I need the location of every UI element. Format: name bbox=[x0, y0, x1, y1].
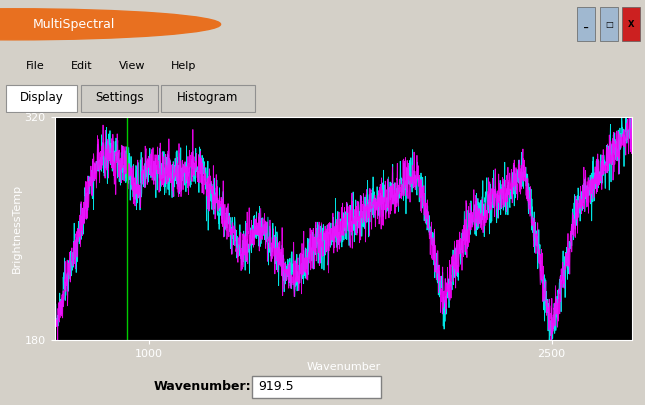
Text: File: File bbox=[26, 61, 45, 71]
FancyBboxPatch shape bbox=[161, 85, 255, 113]
Circle shape bbox=[0, 9, 221, 40]
FancyBboxPatch shape bbox=[600, 7, 618, 41]
Text: Help: Help bbox=[171, 61, 196, 71]
Text: Edit: Edit bbox=[71, 61, 93, 71]
Text: View: View bbox=[119, 61, 146, 71]
Text: X: X bbox=[628, 20, 635, 29]
FancyBboxPatch shape bbox=[81, 85, 158, 113]
Text: Wavenumber:: Wavenumber: bbox=[154, 379, 252, 392]
Y-axis label: BrightnessTemp: BrightnessTemp bbox=[12, 184, 22, 273]
Text: _: _ bbox=[584, 20, 588, 29]
Text: Histogram: Histogram bbox=[177, 91, 239, 104]
FancyBboxPatch shape bbox=[577, 7, 595, 41]
FancyBboxPatch shape bbox=[252, 376, 381, 398]
FancyBboxPatch shape bbox=[622, 7, 640, 41]
Text: Display: Display bbox=[20, 91, 64, 104]
Text: MultiSpectral: MultiSpectral bbox=[32, 18, 115, 31]
FancyBboxPatch shape bbox=[6, 85, 77, 113]
Text: 919.5: 919.5 bbox=[258, 379, 293, 392]
X-axis label: Wavenumber: Wavenumber bbox=[306, 362, 381, 372]
Text: □: □ bbox=[605, 20, 613, 29]
Text: Settings: Settings bbox=[95, 91, 144, 104]
